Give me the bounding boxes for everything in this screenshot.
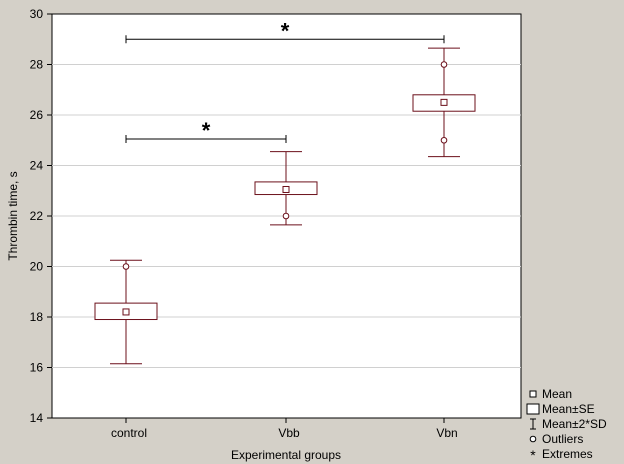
legend-mean-icon xyxy=(529,390,537,398)
significance-brackets: ** xyxy=(125,18,445,143)
x-tick-label: Vbn xyxy=(436,426,457,440)
y-tick-label: 16 xyxy=(30,361,44,375)
legend-item: * Extremes xyxy=(530,447,592,463)
legend-item: Outliers xyxy=(529,432,583,446)
legend-label: Extremes xyxy=(542,447,593,461)
significance-bracket: * xyxy=(125,118,287,143)
x-tick-label: control xyxy=(111,426,147,440)
y-tick-label: 28 xyxy=(30,58,44,72)
outlier-point xyxy=(282,212,290,220)
box-plot-vbb xyxy=(254,151,318,226)
y-tick-label: 30 xyxy=(30,7,44,21)
y-axis-label: Thrombin time, s xyxy=(6,171,20,260)
y-axis-ticks: 14 16 18 20 22 24 26 28 30 xyxy=(30,7,52,425)
y-tick-label: 20 xyxy=(30,260,44,274)
significance-label: * xyxy=(202,118,211,143)
legend-label: Mean xyxy=(542,387,572,401)
x-axis-label: Experimental groups xyxy=(231,448,341,462)
legend-label: Outliers xyxy=(542,432,583,446)
outlier-point xyxy=(440,61,448,68)
legend-label: Mean±SE xyxy=(542,402,595,416)
legend-label: Mean±2*SD xyxy=(542,417,607,431)
legend-item: Mean xyxy=(529,387,572,401)
mean-marker xyxy=(282,185,290,193)
significance-label: * xyxy=(281,18,290,43)
box-plots xyxy=(94,47,476,365)
legend-extreme-icon: * xyxy=(530,447,536,463)
legend-item: Mean±SE xyxy=(526,402,595,416)
outlier-point xyxy=(122,263,130,270)
y-tick-label: 26 xyxy=(30,108,44,122)
legend-se-icon xyxy=(526,403,540,415)
y-tick-label: 18 xyxy=(30,310,44,324)
outlier-point xyxy=(440,136,448,144)
box-plot-control xyxy=(94,259,158,365)
significance-bracket: * xyxy=(125,18,445,44)
mean-marker xyxy=(440,98,448,106)
legend-outlier-icon xyxy=(529,435,537,443)
mean-marker xyxy=(122,308,130,316)
y-tick-label: 14 xyxy=(30,411,44,425)
legend-item: Mean±2*SD xyxy=(530,417,607,431)
box-plot-vbn xyxy=(412,47,476,158)
y-tick-label: 24 xyxy=(30,159,44,173)
x-tick-label: Vbb xyxy=(278,426,300,440)
x-axis-ticks: control Vbb Vbn xyxy=(111,418,458,440)
y-tick-label: 22 xyxy=(30,209,44,223)
